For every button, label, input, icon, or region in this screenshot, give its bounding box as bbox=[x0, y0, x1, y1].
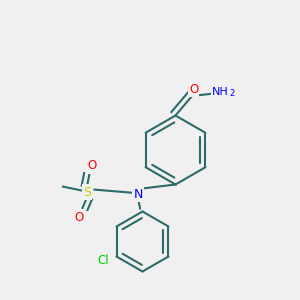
Text: 2: 2 bbox=[230, 89, 235, 98]
Text: O: O bbox=[189, 83, 198, 96]
Text: O: O bbox=[74, 211, 83, 224]
Text: Cl: Cl bbox=[97, 254, 109, 267]
Text: N: N bbox=[133, 188, 143, 201]
Text: NH: NH bbox=[212, 87, 229, 97]
Text: O: O bbox=[87, 159, 96, 172]
Text: S: S bbox=[83, 185, 91, 199]
